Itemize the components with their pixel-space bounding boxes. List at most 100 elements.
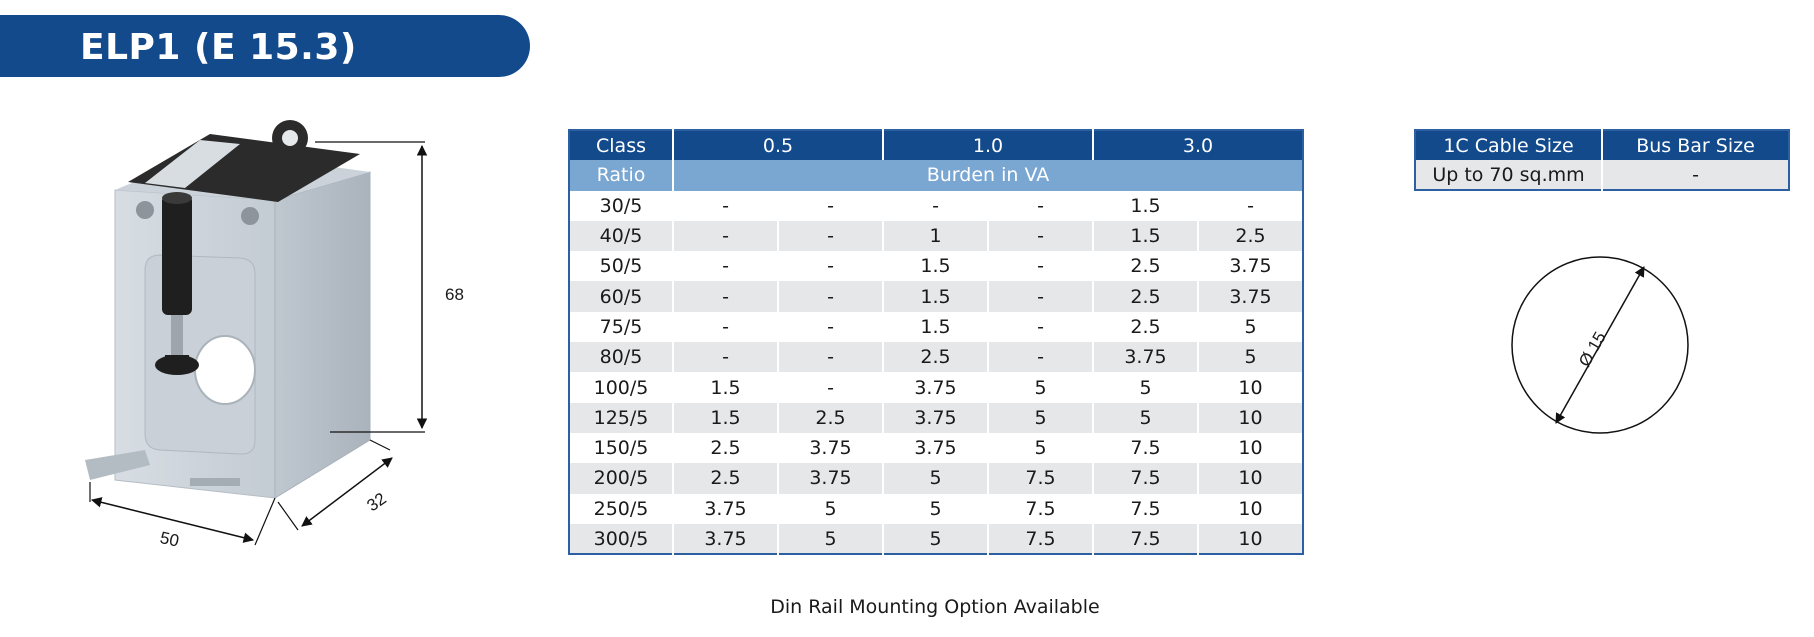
burden-cell: 7.5 [988,463,1094,494]
title-banner: ELP1 (E 15.3) [0,15,530,77]
ratio-cell: 250/5 [569,493,674,524]
burden-cell: 10 [1198,493,1303,524]
burden-cell: 10 [1198,523,1303,555]
product-image: 68 50 32 [85,120,464,551]
burden-cell: - [673,311,779,343]
diameter-diagram: Ø 15 [1511,256,1689,434]
depth-dimension-label: 32 [363,489,389,515]
burden-cell: 3.75 [1198,281,1303,312]
burden-cell: 2.5 [883,342,989,373]
burden-cell: - [673,342,779,373]
ratio-cell: 200/5 [569,463,674,494]
page-title: ELP1 (E 15.3) [80,27,357,68]
burden-cell: 1.5 [883,281,989,312]
burden-cell: 3.75 [673,523,779,555]
burden-cell: - [673,220,779,252]
ratio-cell: 80/5 [569,342,674,373]
burden-cell: 5 [988,402,1094,433]
burden-cell: 1.5 [883,251,989,282]
cable-size-table: 1C Cable Size Bus Bar Size Up to 70 sq.m… [1414,129,1790,191]
burden-cell: 3.75 [673,493,779,524]
width-dimension-label: 50 [158,528,180,551]
din-rail-note: Din Rail Mounting Option Available [770,596,1100,618]
burden-cell: - [778,281,884,312]
ratio-cell: 125/5 [569,402,674,433]
burden-table: Class 0.5 1.0 3.0 Ratio Burden in VA 30/… [568,129,1304,556]
burden-cell: - [673,251,779,282]
burden-cell: 3.75 [778,463,884,494]
burden-cell: 2.5 [673,463,779,494]
height-dimension-label: 68 [445,285,464,304]
burden-cell: 3.75 [883,432,989,464]
burden-cell: 3.75 [1093,342,1199,373]
burden-cell: 5 [988,372,1094,403]
cable-size-value: Up to 70 sq.mm [1415,160,1603,190]
burden-cell: 5 [883,523,989,555]
table-row: 100/5 1.5-3.75 5 5 10 [569,372,1303,403]
burden-cell: 1.5 [673,402,779,433]
aperture-circle [1511,256,1689,434]
burden-label: Burden in VA [673,160,1303,191]
burden-cell: 5 [1198,311,1303,343]
burden-cell: - [883,190,989,221]
burden-cell: 5 [883,463,989,494]
burden-cell: 10 [1198,402,1303,433]
ratio-header-row: Ratio Burden in VA [569,160,1303,191]
burden-cell: - [778,190,884,221]
burden-cell: 5 [883,493,989,524]
diameter-label: Ø 15 [1575,329,1610,370]
burden-cell: - [988,251,1094,282]
ratio-cell: 60/5 [569,281,674,312]
table-row: 300/5 3.75 5 5 7.5 7.5 10 [569,523,1303,555]
burden-cell: 2.5 [778,402,884,433]
burden-cell: 1.5 [1093,220,1199,252]
burden-cell: - [778,342,884,373]
ratio-cell: 300/5 [569,523,674,555]
burden-cell: 1 [883,220,989,252]
burden-cell: - [988,342,1094,373]
burden-cell: 3.75 [883,402,989,433]
burden-cell: 2.5 [1093,251,1199,282]
burden-cell: 10 [1198,432,1303,464]
burden-cell: 3.75 [1198,251,1303,282]
burden-cell: 2.5 [1093,311,1199,343]
class-label: Class [569,130,674,161]
burden-cell: - [988,190,1094,221]
burden-cell: 7.5 [1093,523,1199,555]
table-row: 40/5- -1-1.5 2.5 [569,220,1303,252]
burden-cell: 10 [1198,463,1303,494]
burden-cell: 5 [1093,402,1199,433]
table-row: 200/5 2.5 3.75 5 7.5 7.5 10 [569,463,1303,494]
table-row: 125/5 1.5 2.5 3.75 5 5 10 [569,402,1303,433]
ratio-cell: 75/5 [569,311,674,343]
burden-cell: - [673,190,779,221]
burden-cell: 5 [778,523,884,555]
burden-cell: 3.75 [778,432,884,464]
burden-cell: 10 [1198,372,1303,403]
table-row: 30/5- - - -1.5- [569,190,1303,221]
table-row: 150/5 2.5 3.75 3.75 5 7.5 10 [569,432,1303,464]
burden-cell: 2.5 [1093,281,1199,312]
ratio-cell: 150/5 [569,432,674,464]
burden-cell: - [988,281,1094,312]
table-row: 50/5- -1.5-2.5 3.75 [569,251,1303,282]
table-row: 75/5- -1.5-2.5 5 [569,311,1303,343]
class-header: 0.5 [673,130,884,161]
burden-cell: 3.75 [883,372,989,403]
table-row: 250/5 3.75 5 5 7.5 7.5 10 [569,493,1303,524]
burden-cell: 2.5 [1198,220,1303,252]
ratio-label: Ratio [569,160,674,191]
burden-cell: 5 [778,493,884,524]
ratio-cell: 100/5 [569,372,674,403]
burden-cell: 7.5 [1093,432,1199,464]
burden-cell: 2.5 [673,432,779,464]
burden-cell: - [988,311,1094,343]
burden-cell: - [778,372,884,403]
table-row: 80/5- -2.5-3.75 5 [569,342,1303,373]
diameter-line [1555,266,1645,424]
class-header: 3.0 [1093,130,1303,161]
burden-table-body: 30/5- - - -1.5-40/5- -1-1.5 2.5 50/5- -1.5-2.5 3… [569,190,1303,555]
burden-cell: 5 [1093,372,1199,403]
cable-size-header: 1C Cable Size [1415,130,1603,160]
burden-cell: 1.5 [883,311,989,343]
